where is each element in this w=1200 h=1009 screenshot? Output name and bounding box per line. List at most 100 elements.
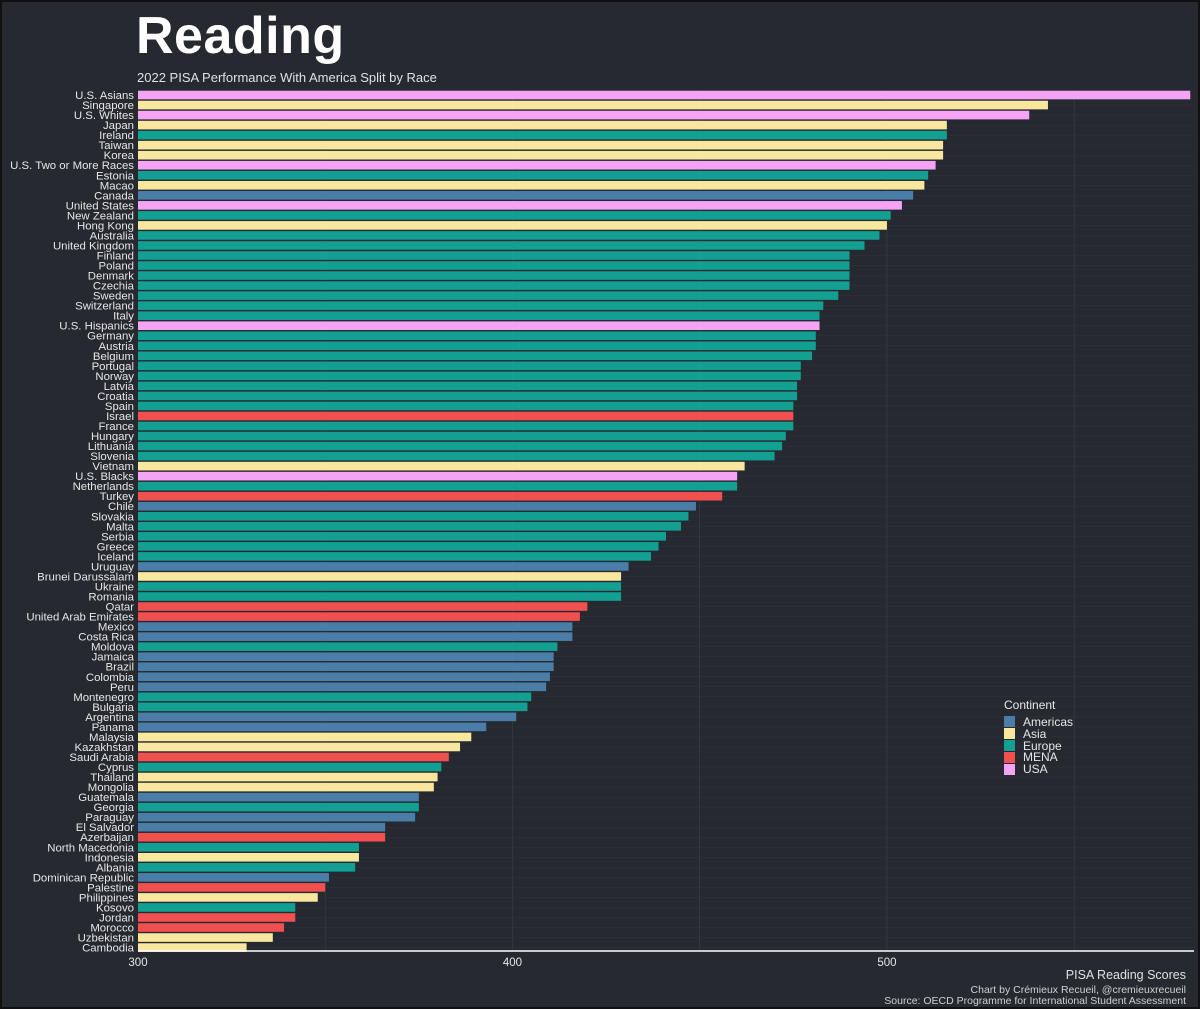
category-label: Georgia <box>93 802 134 814</box>
legend-label: USA <box>1023 762 1048 777</box>
category-label: Denmark <box>88 271 135 283</box>
bars <box>138 90 1194 952</box>
bar <box>138 501 696 511</box>
bar <box>138 913 296 922</box>
bar <box>138 441 783 451</box>
bar <box>138 180 925 190</box>
category-label: Belgium <box>93 351 134 363</box>
bar <box>138 552 652 561</box>
category-label: Macao <box>100 180 134 192</box>
category-label: Romania <box>88 592 134 604</box>
category-label: Germany <box>87 331 134 343</box>
category-label: Kosovo <box>96 902 134 914</box>
category-label: Japan <box>103 120 134 132</box>
bar <box>138 782 434 792</box>
bar <box>138 281 850 290</box>
category-label: U.S. Hispanics <box>59 321 134 333</box>
bar <box>138 742 461 752</box>
category-label: Serbia <box>101 531 135 543</box>
category-label: Korea <box>104 150 135 162</box>
bar <box>138 702 528 712</box>
category-label: Brunei Darussalam <box>37 571 134 583</box>
category-label: Portugal <box>92 361 134 373</box>
category-label: Thailand <box>90 772 134 784</box>
category-label: Netherlands <box>73 481 135 493</box>
bar <box>138 722 487 732</box>
bar <box>138 933 273 942</box>
bar <box>138 612 580 621</box>
category-label: U.S. Two or More Races <box>10 160 134 172</box>
bar <box>138 903 296 912</box>
legend: Continent Americas Asia Europe MENA USA <box>1004 698 1073 777</box>
category-label: Spain <box>105 401 134 413</box>
category-label: New Zealand <box>67 210 134 222</box>
category-label: Slovakia <box>91 511 135 523</box>
bar <box>138 642 558 651</box>
bar <box>138 481 738 491</box>
category-label: U.S. Asians <box>75 90 134 102</box>
category-label: North Macedonia <box>47 842 134 854</box>
bar <box>138 431 786 441</box>
bar <box>138 191 914 200</box>
category-label: Mongolia <box>88 782 135 794</box>
legend-label: MENA <box>1023 750 1058 765</box>
category-label: Singapore <box>82 100 134 112</box>
legend-item: Asia <box>1004 726 1073 741</box>
category-label: Italy <box>113 311 134 323</box>
category-label: Paraguay <box>85 812 134 824</box>
bar <box>138 201 902 210</box>
bar <box>138 923 285 932</box>
category-label: Azerbaijan <box>80 832 134 844</box>
legend-swatch <box>1004 739 1015 751</box>
bar <box>138 893 318 902</box>
bar <box>138 852 359 862</box>
category-label: Greece <box>97 541 134 553</box>
legend-title: Continent <box>1004 698 1056 712</box>
legend-swatch <box>1004 728 1015 740</box>
category-label: Brazil <box>106 662 134 674</box>
x-tick-label: 300 <box>128 957 147 969</box>
bar <box>138 371 801 381</box>
category-label: Bulgaria <box>92 702 134 714</box>
category-label: United Arab Emirates <box>26 612 134 624</box>
category-label: France <box>99 421 134 433</box>
category-label: Austria <box>99 341 135 353</box>
bar <box>138 361 801 371</box>
bar <box>138 110 1030 120</box>
category-label: Cambodia <box>82 943 135 955</box>
x-tick-label: 400 <box>503 957 522 969</box>
bar <box>138 622 573 631</box>
category-label: Morocco <box>90 923 134 935</box>
category-label: Jordan <box>99 912 134 924</box>
category-label: Slovenia <box>90 451 134 463</box>
category-label: Panama <box>92 722 135 734</box>
category-label: Croatia <box>97 391 134 403</box>
category-label: Jamaica <box>92 652 135 664</box>
category-label: Uruguay <box>91 561 134 573</box>
bar <box>138 532 666 541</box>
chart-title: Reading <box>136 7 345 65</box>
bar <box>138 150 944 160</box>
bar <box>138 592 622 601</box>
bar <box>138 812 416 822</box>
bar <box>138 471 738 481</box>
bar <box>138 411 794 421</box>
bar <box>138 772 438 782</box>
bar <box>138 832 386 842</box>
legend-swatch <box>1004 763 1015 775</box>
category-label: Montenegro <box>73 692 134 704</box>
bar <box>138 542 659 551</box>
category-label: United Kingdom <box>53 240 134 252</box>
bar <box>138 943 247 952</box>
bar <box>138 602 588 611</box>
bar <box>138 792 419 802</box>
category-label: Ireland <box>99 130 134 142</box>
bar <box>138 100 1048 110</box>
bar <box>138 762 442 772</box>
category-label: Argentina <box>85 712 134 724</box>
category-label: Mexico <box>98 622 134 634</box>
category-label: Vietnam <box>92 461 134 473</box>
category-label: El Salvador <box>76 822 134 834</box>
bar <box>138 261 850 270</box>
legend-label: Asia <box>1023 726 1047 741</box>
